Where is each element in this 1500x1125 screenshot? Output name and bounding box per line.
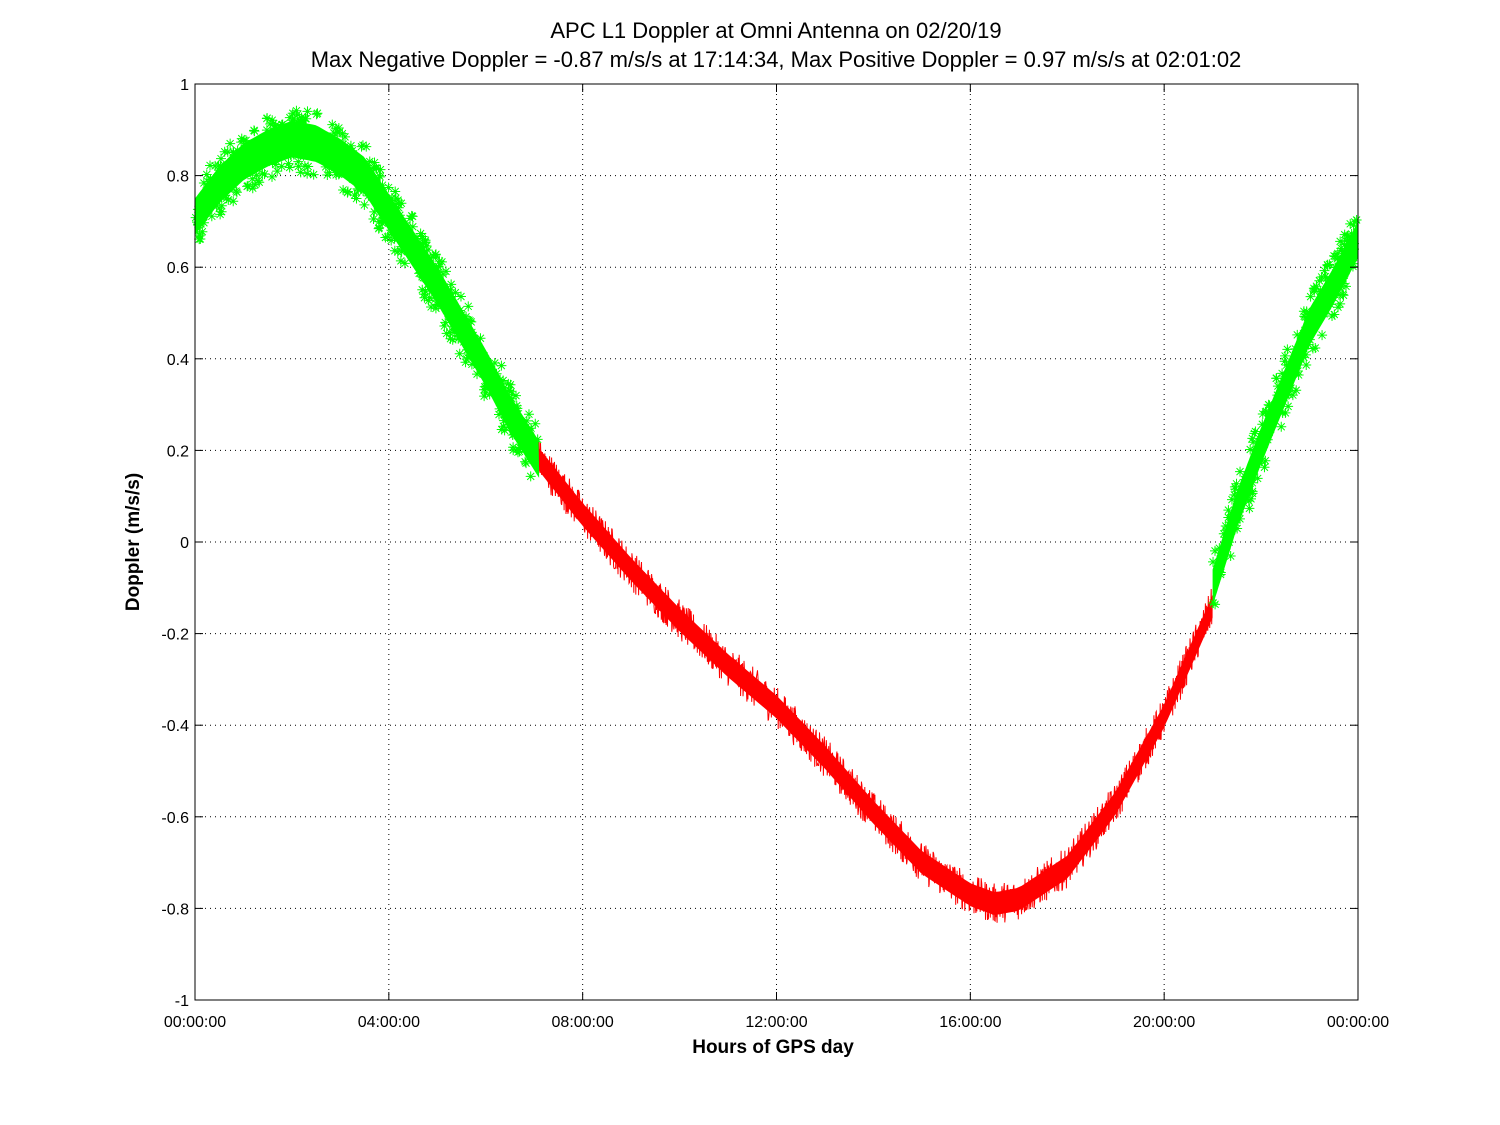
y-tick-label: 0.2 [167, 443, 189, 460]
y-tick-label: -0.8 [161, 901, 189, 918]
x-tick-label: 08:00:00 [552, 1014, 614, 1031]
series-layer [190, 105, 1362, 923]
x-tick-labels: 00:00:00 04:00:00 08:00:00 12:00:00 16:00:00… [164, 1014, 1389, 1031]
y-tick-label: 0 [180, 535, 189, 552]
series-trace [538, 442, 1214, 923]
series-band [539, 448, 1213, 915]
series-1 [190, 105, 543, 482]
series-markers [1208, 214, 1362, 610]
series-3 [1208, 214, 1362, 610]
y-axis-label: Doppler (m/s/s) [123, 473, 144, 611]
y-tick-labels: -1 -0.8 -0.6 -0.4 -0.2 0 0.2 0.4 0.6 0.8 1 [161, 77, 189, 1010]
y-tick-label: 0.8 [167, 169, 189, 186]
y-tick-label: 0.6 [167, 260, 189, 277]
tick-marks [194, 83, 1359, 1001]
y-tick-label: -0.2 [161, 627, 189, 644]
y-tick-label: -0.4 [161, 718, 189, 735]
series-band [1212, 221, 1358, 607]
y-tick-label: 0.4 [167, 352, 189, 369]
x-axis-label: Hours of GPS day [692, 1037, 854, 1058]
x-tick-label: 16:00:00 [939, 1014, 1001, 1031]
x-tick-label: 00:00:00 [164, 1014, 226, 1031]
series-2 [538, 442, 1214, 923]
x-tick-label: 12:00:00 [745, 1014, 807, 1031]
series-band [195, 120, 540, 478]
x-tick-label: 00:00:00 [1327, 1014, 1389, 1031]
grid-lines [195, 84, 1358, 1000]
chart-subtitle: Max Negative Doppler = -0.87 m/s/s at 17… [311, 47, 1242, 72]
y-tick-label: -1 [175, 993, 189, 1010]
chart-title: APC L1 Doppler at Omni Antenna on 02/20/… [550, 18, 1001, 43]
x-tick-label: 20:00:00 [1133, 1014, 1195, 1031]
series-markers [190, 105, 543, 482]
x-tick-label: 04:00:00 [358, 1014, 420, 1031]
plot-frame [194, 83, 1359, 1001]
y-tick-label: -0.6 [161, 810, 189, 827]
y-tick-label: 1 [180, 77, 189, 94]
